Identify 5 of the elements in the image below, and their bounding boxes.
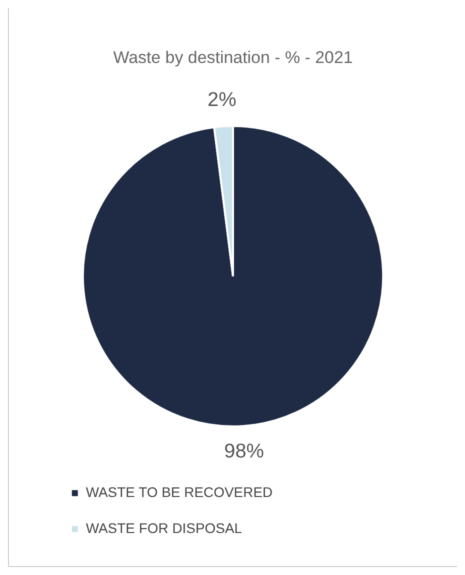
legend-label: WASTE FOR DISPOSAL xyxy=(86,520,242,536)
data-label: 2% xyxy=(208,88,237,111)
legend-label: WASTE TO BE RECOVERED xyxy=(86,484,273,500)
data-label: 98% xyxy=(224,440,264,463)
chart-title: Waste by destination - % - 2021 xyxy=(113,48,353,67)
